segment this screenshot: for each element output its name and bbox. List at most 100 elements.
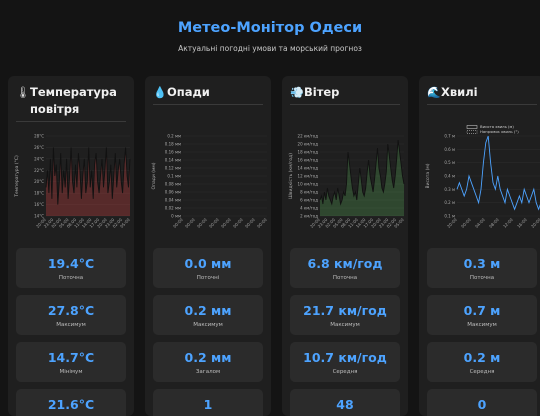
y-tick-label: 14 км/год xyxy=(298,166,319,171)
y-tick-label: 0.14 мм xyxy=(165,158,181,163)
y-tick-label: 0.12 мм xyxy=(165,166,181,171)
stat-label: Максимум xyxy=(467,322,497,328)
x-tick-label: 04:00 xyxy=(474,217,486,229)
series-line xyxy=(45,147,131,205)
stat-value: 0.7 м xyxy=(463,303,501,318)
stat-tile: 21.6°C xyxy=(16,389,126,416)
y-tick-label: 2 км/год xyxy=(300,214,318,219)
stat-value: 0.2 мм xyxy=(184,303,232,318)
x-tick-label: 20:00 xyxy=(530,217,540,229)
y-tick-label: 0.04 мм xyxy=(165,198,181,203)
card-divider xyxy=(427,104,537,105)
y-tick-label: 22 км/год xyxy=(298,134,319,139)
y-tick-label: 0.2 мм xyxy=(167,134,181,139)
stat-label: Максимум xyxy=(330,322,360,328)
x-tick-label: 00:00 xyxy=(460,217,472,229)
stat-value: 0.3 м xyxy=(463,256,501,271)
y-tick-label: 16 км/год xyxy=(298,158,319,163)
card-title: Вітер xyxy=(304,85,340,99)
card-2: 💧 Опади 0 мм 0.02 мм 0.04 мм 0.06 мм 0.08 мм 0.… xyxy=(145,76,271,416)
stat-label: Поточна xyxy=(469,275,495,281)
stat-tile: 1 xyxy=(153,389,263,416)
y-tick-label: 0.2 м xyxy=(444,200,455,205)
y-tick-label: 0.08 мм xyxy=(165,182,181,187)
y-tick-label: 20 км/год xyxy=(298,142,319,147)
legend-swatch xyxy=(466,125,478,129)
y-tick-label: 14°C xyxy=(34,214,44,219)
card-header: 🌡 Температура повітря xyxy=(16,84,126,118)
legend-swatch xyxy=(466,130,478,134)
wind-icon: 💨 xyxy=(290,86,304,99)
stat-tile: 10.7 км/год Середня xyxy=(290,342,400,382)
y-tick-label: 0 мм xyxy=(171,214,181,219)
x-tick-label: 00:00 xyxy=(184,217,196,229)
y-tick-label: 0.06 мм xyxy=(165,190,181,195)
y-tick-label: 0.6 м xyxy=(444,147,455,152)
stat-tile: 6.8 км/год Поточна xyxy=(290,248,400,288)
y-tick-label: 22°C xyxy=(34,168,44,173)
chart-4: 0.1 м 0.2 м 0.3 м 0.4 м 0.5 м 0.6 м 0.7 м Висот… xyxy=(425,124,540,229)
stat-tile: 19.4°C Поточна xyxy=(16,248,126,288)
stat-value: 10.7 км/год xyxy=(303,350,387,365)
stat-tile: 0 xyxy=(427,389,537,416)
y-tick-label: 12 км/год xyxy=(298,174,319,179)
stat-tile: 0.2 м Середня xyxy=(427,342,537,382)
x-tick-label: 00:00 xyxy=(196,217,208,229)
card-title: Температура повітря xyxy=(29,85,117,116)
stat-value: 21.7 км/год xyxy=(303,303,387,318)
stat-label: Поточна xyxy=(58,275,84,281)
stat-tile: 0.0 мм Поточні xyxy=(153,248,263,288)
y-tick-label: 24°C xyxy=(34,156,44,161)
stat-value: 0.0 мм xyxy=(184,256,232,271)
y-tick-label: 10 км/год xyxy=(298,182,319,187)
y-tick-label: 18 км/год xyxy=(298,150,319,155)
y-tick-label: 20°C xyxy=(34,179,44,184)
y-tick-label: 0.3 м xyxy=(444,187,455,192)
stat-value: 48 xyxy=(336,397,354,412)
card-title: Опади xyxy=(167,85,210,99)
stat-tile: 0.2 мм Максимум xyxy=(153,295,263,335)
stat-value: 1 xyxy=(203,397,213,412)
chart-3: 2 км/год 4 км/год 6 км/год 8 км/год 10 км/го… xyxy=(288,134,405,229)
stat-tile: 21.7 км/год Максимум xyxy=(290,295,400,335)
y-tick-label: 26°C xyxy=(34,145,44,150)
card-4: 🌊 Хвилі 0.1 м 0.2 м 0.3 м 0.4 м 0.5 м 0.6 м 0.7 … xyxy=(419,76,540,416)
series-area xyxy=(320,140,404,216)
x-tick-label: 00:00 xyxy=(172,217,184,229)
card-header: 💧 Опади xyxy=(153,84,263,101)
thermometer-icon: 🌡 xyxy=(16,86,30,99)
x-tick-label: 00:00 xyxy=(220,217,232,229)
droplet-icon: 💧 xyxy=(153,86,167,99)
y-tick-label: 0.1 мм xyxy=(167,174,181,179)
chart-1: 14°C 16°C 18°C 20°C 22°C 24°C 26°C 28°C Температ… xyxy=(14,134,131,229)
y-tick-label: 18°C xyxy=(34,191,44,196)
series-line xyxy=(319,139,405,206)
stat-label: Максимум xyxy=(193,322,223,328)
wave-icon: 🌊 xyxy=(427,86,441,99)
x-tick-label: 00:00 xyxy=(244,217,256,229)
y-tick-label: 6 км/год xyxy=(300,198,318,203)
stat-value: 6.8 км/год xyxy=(307,256,383,271)
y-tick-label: 0.18 мм xyxy=(165,142,181,147)
card-title: Хвилі xyxy=(441,85,478,99)
x-tick-label: 00:00 xyxy=(256,217,268,229)
card-divider xyxy=(290,104,400,105)
page-title: Метео-Монітор Одеси xyxy=(177,20,363,36)
y-axis-label: Швидкість (км/год) xyxy=(288,153,294,199)
legend-label: Напрямок хвиль (°) xyxy=(480,129,519,134)
x-tick-label: 00:00 xyxy=(208,217,220,229)
card-1: 🌡 Температура повітря 14°C 16°C 18°C 20°C 22°C… xyxy=(8,76,134,416)
y-tick-label: 8 км/год xyxy=(300,190,318,195)
stat-tile: 0.2 мм Загалом xyxy=(153,342,263,382)
y-axis-label: Висота (м) xyxy=(425,163,431,188)
stat-value: 14.7°C xyxy=(47,350,95,365)
y-axis-label: Температура (°C) xyxy=(14,155,20,198)
series-line xyxy=(456,135,540,211)
stat-value: 0.2 м xyxy=(463,350,501,365)
card-divider xyxy=(153,104,263,105)
stat-label: Максимум xyxy=(56,322,86,328)
stat-label: Мінімум xyxy=(59,369,83,375)
stat-label: Поточні xyxy=(196,275,220,281)
stat-value: 0.2 мм xyxy=(184,350,232,365)
y-tick-label: 0.02 мм xyxy=(165,206,181,211)
